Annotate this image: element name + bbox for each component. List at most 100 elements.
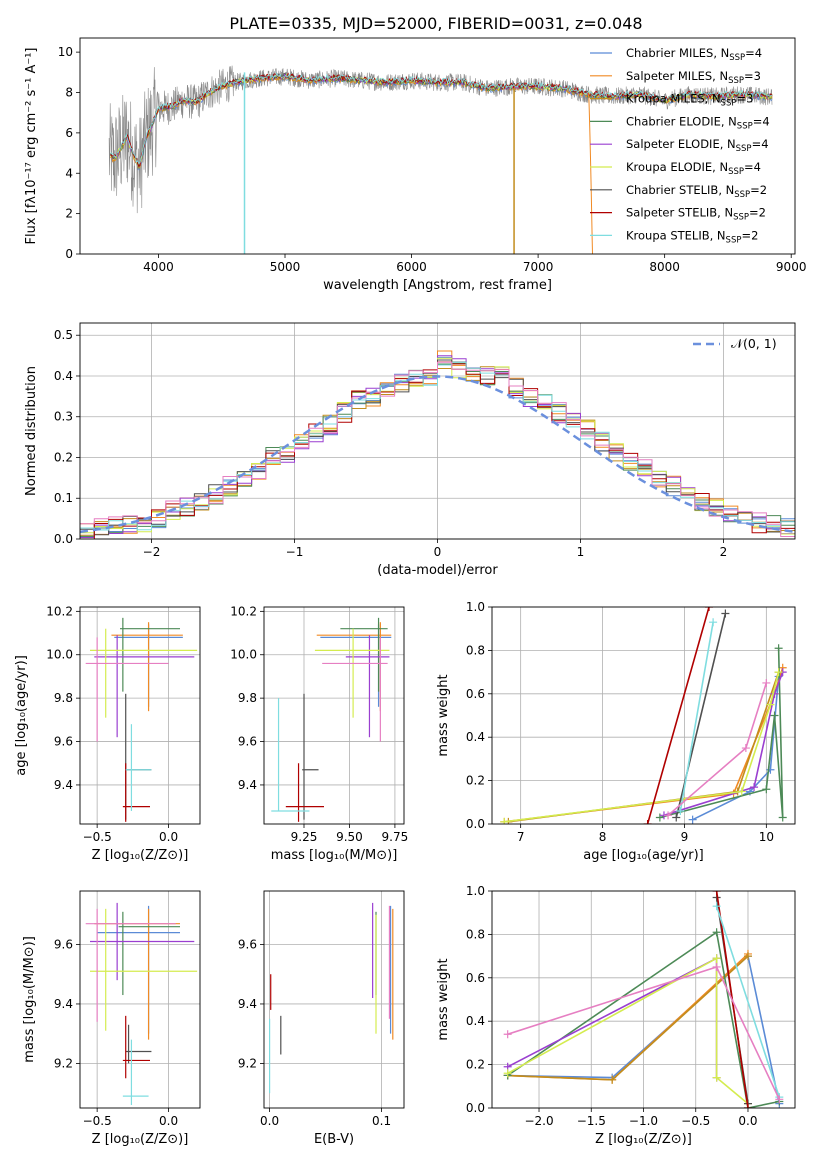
spectrum-xlabel: wavelength [Angstrom, rest frame]: [323, 278, 552, 293]
mass-weight-kroupa-elodie-line: [504, 671, 780, 823]
age_vs_mass-xtick-label: 9.75: [382, 830, 409, 844]
age_vs_Z-xtick-label: 0.0: [159, 830, 178, 844]
spectrum-frame: [79, 37, 796, 255]
mass-weight-chabrier-elodie-point: [655, 813, 664, 822]
mass-weight-kroupa-stelib-point: [712, 902, 721, 911]
mass_vs_Z-xtick-label: 0.0: [159, 1114, 178, 1128]
mass_vs_EBV-ytick-label: 9.6: [238, 938, 257, 952]
massweight_vs_age-plot-area: [500, 607, 787, 824]
massweight_vs_Z-xtick-label: 0.0: [738, 1114, 757, 1128]
mass-weight-chabrier-elodie-line: [659, 648, 784, 819]
spectrum-ylabel: Flux [fλ10⁻¹⁷ erg cm⁻² s⁻¹ A⁻¹]: [24, 48, 39, 245]
massweight_vs_Z-axes: −2.0 −1.5 −1.0 −0.5 0.0 0.0 0.2 0.4 0.6 0.8 1.0: [466, 884, 795, 1128]
age_vs_Z-frame: [79, 606, 201, 825]
mass-weight-kroupa-elodie-point: [503, 1069, 512, 1078]
residuals-xtick-label: −2: [143, 545, 161, 559]
massweight_vs_age-ytick-label: 1.0: [466, 600, 485, 614]
mass_vs_EBV-xtick-label: 0.0: [260, 1114, 279, 1128]
mass-weight-extra_pink-point: [503, 1030, 512, 1039]
massweight_vs_Z-xtick-label: −2.0: [524, 1114, 553, 1128]
mass_vs_Z-ytick-label: 9.2: [54, 1056, 73, 1070]
age_vs_mass-plot-area: [271, 617, 392, 822]
massweight_vs_age-xtick-label: 10: [759, 830, 774, 844]
spectrum-plot-area: [108, 65, 773, 254]
massweight_vs_Z-ytick-label: 0.6: [466, 971, 485, 985]
massweight_vs_age-xtick-label: 7: [517, 830, 525, 844]
mass-weight-salpeter-stelib-point: [705, 607, 714, 611]
mass-weight-extra_pink-point: [664, 811, 673, 820]
spectrum-xtick-label: 7000: [523, 260, 554, 274]
residuals-ytick-label: 0.4: [54, 369, 73, 383]
mass_vs_Z-xlabel: Z [log₁₀(Z/Z⊙)]: [92, 1132, 189, 1147]
mass-weight-salpeter-stelib-line: [646, 607, 710, 824]
massweight_vs_age-xtick-label: 8: [599, 830, 607, 844]
mass-weight-kroupa-stelib-point: [709, 618, 718, 627]
mass-weight-salpeter-miles-line: [504, 667, 784, 823]
mass_vs_Z-ylabel: mass [log₁₀(M/M⊙)]: [22, 936, 37, 1063]
massweight_vs_age-xtick-label: 9: [681, 830, 689, 844]
spectrum-ytick-label: 2: [65, 207, 73, 221]
residuals-xlabel: (data-model)/error: [377, 563, 498, 578]
legend-entry: Salpeter ELODIE, NSSP=4: [626, 137, 769, 154]
massweight_vs_Z-xtick-label: −1.0: [629, 1114, 658, 1128]
age_vs_mass-xtick-label: 9.50: [336, 830, 363, 844]
mass-weight-kroupa-elodie-point: [737, 787, 746, 796]
mass_vs_Z-frame: [79, 890, 201, 1109]
massweight_vs_age-ytick-label: 0.8: [466, 643, 485, 657]
mass_vs_EBV-plot-area: [269, 902, 394, 1094]
mass-weight-chabrier-elodie-point: [770, 711, 779, 720]
mass-weight-kroupa-stelib-point: [676, 806, 685, 815]
legend-entry: Kroupa STELIB, NSSP=2: [626, 228, 758, 245]
mass-weight-chabrier-elodie-point: [774, 644, 783, 653]
massweight_vs_age-axes: 7 8 9 10 0.0 0.2 0.4 0.6 0.8 1.0: [466, 600, 795, 844]
mass_vs_Z-xtick-label: −0.5: [83, 1114, 112, 1128]
massweight_vs_Z-ytick-label: 1.0: [466, 884, 485, 898]
mass-weight-chabrier-elodie-point: [762, 785, 771, 794]
massweight_vs_Z-ytick-label: 0.2: [466, 1058, 485, 1072]
mass_vs_EBV-frame: [263, 890, 405, 1109]
age_vs_mass-ytick-label: 9.8: [238, 691, 257, 705]
mass-weight-kroupa-elodie-point: [774, 668, 783, 677]
spectrum-xtick-label: 9000: [776, 260, 807, 274]
massweight_vs_age-ytick-label: 0.4: [466, 730, 485, 744]
massweight_vs_Z-ytick-label: 0.8: [466, 927, 485, 941]
mass-weight-kroupa-elodie-point: [500, 817, 509, 824]
residual-hist-chabrier-stelib: [80, 359, 795, 536]
mass-weight-extra_pink-point: [741, 744, 750, 753]
residuals-axes: −2 −1 0 1 2 0.0 0.1 0.2 0.3 0.4 0.5: [54, 323, 795, 559]
massweight_vs_Z-xtick-label: −0.5: [681, 1114, 710, 1128]
residuals-frame: [79, 322, 796, 540]
age_vs_mass-xlabel: mass [log₁₀(M/M⊙)]: [271, 848, 398, 863]
massweight_vs_age-xlabel: age [log₁₀(age/yr)]: [583, 848, 704, 863]
mass-weight-chabrier-stelib-point: [672, 813, 681, 822]
spectrum-xtick-label: 4000: [143, 260, 174, 274]
massweight_vs_age-ylabel: mass weight: [436, 674, 451, 756]
age_vs_Z-plot-area: [85, 617, 198, 822]
massweight_vs_Z-xtick-label: −1.5: [577, 1114, 606, 1128]
mass-weight-chabrier-miles-point: [688, 815, 697, 824]
legend-entry: Chabrier STELIB, NSSP=2: [626, 183, 767, 200]
spectrum-xtick-label: 5000: [270, 260, 301, 274]
spectrum-ytick-label: 8: [65, 86, 73, 100]
mass-weight-salpeter-stelib-point: [712, 891, 721, 895]
age_vs_mass-ytick-label: 10.0: [230, 648, 257, 662]
age_vs_mass-axes: 9.25 9.50 9.75 9.4 9.6 9.8 10.0 10.2: [230, 604, 408, 844]
mass-weight-kroupa-elodie-point: [712, 1073, 721, 1082]
age_vs_mass-ytick-label: 9.4: [238, 778, 257, 792]
mass_vs_EBV-xlabel: E(B-V): [314, 1132, 354, 1147]
residuals-ytick-label: 0.5: [54, 328, 73, 342]
spectrum-ytick-label: 4: [65, 166, 73, 180]
mass-weight-kroupa-elodie-point: [712, 954, 721, 963]
mass_vs_EBV-axes: 0.0 0.1 9.2 9.4 9.6: [238, 891, 404, 1128]
spectrum-legend: Chabrier MILES, NSSP=4 Salpeter MILES, NS…: [590, 46, 770, 245]
massweight_vs_age-ytick-label: 0.6: [466, 687, 485, 701]
mass-weight-kroupa-miles-line: [508, 671, 780, 823]
spectrum-xtick-label: 6000: [396, 260, 427, 274]
residuals-xtick-label: 0: [434, 545, 442, 559]
mass-weight-chabrier-elodie-point: [778, 813, 787, 822]
spectrum-ytick-label: 6: [65, 126, 73, 140]
mass-weight-chabrier-elodie-line: [507, 930, 780, 1108]
mass-weight-salpeter-stelib-point: [743, 1104, 752, 1108]
mass-weight-chabrier-elodie-point: [712, 928, 721, 937]
massweight_vs_Z-plot-area: [503, 891, 784, 1108]
